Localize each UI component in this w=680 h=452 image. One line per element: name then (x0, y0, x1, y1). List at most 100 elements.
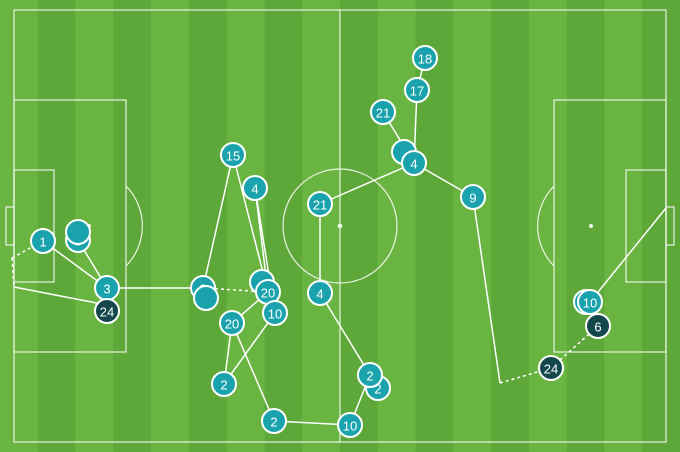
player-number: 2 (374, 382, 381, 397)
player-marker[interactable]: 4 (401, 150, 427, 176)
pitch-stripe (528, 0, 568, 452)
player-circle (193, 285, 219, 311)
player-number: 15 (226, 149, 240, 164)
player-number: 4 (410, 157, 417, 172)
player-marker[interactable]: 10 (262, 300, 288, 326)
player-number: 10 (343, 419, 357, 434)
player-marker[interactable]: 2 (357, 362, 383, 388)
player-circle (30, 228, 56, 254)
player-number: 3 (103, 282, 110, 297)
player-marker[interactable]: 18 (412, 45, 438, 71)
pass-line (202, 154, 234, 289)
pass-line (231, 322, 275, 422)
player-number: 6 (594, 320, 601, 335)
player-marker[interactable]: 2 (211, 371, 237, 397)
left-goal (5, 206, 15, 246)
pass-line (472, 196, 501, 384)
opponent-player-marker[interactable]: 6 (585, 313, 611, 339)
player-circle (337, 412, 363, 438)
player-circle (370, 99, 396, 125)
player-circle (65, 219, 91, 245)
opponent-player-marker[interactable]: 24 (538, 355, 564, 381)
player-number: 20 (225, 317, 239, 332)
player-circle (307, 191, 333, 217)
player-number: 21 (376, 106, 390, 121)
player-marker[interactable]: 17 (404, 77, 430, 103)
player-number: 1 (39, 235, 46, 250)
player-circle (577, 289, 603, 315)
player-circle (211, 371, 237, 397)
player-number: 10 (268, 307, 282, 322)
player-number: 20 (261, 286, 275, 301)
player-number: 24 (544, 362, 558, 377)
player-number: 24 (100, 305, 114, 320)
pass-line (319, 292, 371, 376)
dribble-line (550, 325, 599, 369)
pass-line (42, 240, 108, 289)
pass-line (319, 162, 415, 205)
player-number: 4 (251, 182, 258, 197)
player-circle (357, 362, 383, 388)
right-goal (665, 206, 675, 246)
player-number: 21 (313, 198, 327, 213)
player-circle (585, 313, 611, 339)
player-marker[interactable]: 20 (219, 310, 245, 336)
pitch-stripe (415, 0, 454, 452)
player-marker[interactable]: 21 (307, 191, 333, 217)
player-number: 18 (418, 52, 432, 67)
player-marker[interactable] (193, 285, 219, 311)
player-marker[interactable]: 1 (30, 228, 56, 254)
pitch-stripe (302, 0, 341, 452)
centre-spot (337, 223, 343, 229)
player-marker[interactable]: 20 (255, 279, 281, 305)
player-markers: 1332431542010202210224214211718924610 (30, 45, 611, 438)
left-penalty-arc (125, 185, 143, 267)
player-number: 2 (220, 378, 227, 393)
player-marker[interactable]: 15 (220, 142, 246, 168)
player-circle (220, 142, 246, 168)
player-marker[interactable] (65, 219, 91, 245)
pitch-stripe (491, 0, 530, 452)
player-circle (219, 310, 245, 336)
player-number: 2 (270, 415, 277, 430)
player-circle (412, 45, 438, 71)
player-circle (538, 355, 564, 381)
player-number: 10 (583, 296, 597, 311)
player-marker[interactable]: 3 (94, 275, 120, 301)
player-marker[interactable]: 2 (261, 408, 287, 434)
dribble-line (11, 257, 15, 288)
pass-line (223, 312, 276, 385)
right-penalty-spot (588, 223, 594, 229)
player-circle (242, 175, 268, 201)
player-marker[interactable]: 4 (242, 175, 268, 201)
player-circle (460, 184, 486, 210)
pitch-stripe (151, 0, 190, 452)
player-number: 2 (366, 369, 373, 384)
player-circle (261, 408, 287, 434)
player-marker[interactable]: 9 (460, 184, 486, 210)
player-circle (307, 280, 333, 306)
player-marker[interactable]: 10 (337, 412, 363, 438)
opponent-player-marker[interactable]: 24 (94, 298, 120, 324)
pitch-stripe (566, 0, 605, 452)
centre-circle (282, 168, 398, 284)
player-circle (404, 77, 430, 103)
player-number: 17 (410, 84, 424, 99)
player-number: 9 (469, 191, 476, 206)
player-circle (401, 150, 427, 176)
pitch-stripe (604, 0, 643, 452)
pass-line (589, 207, 667, 303)
player-number: 4 (316, 287, 323, 302)
player-marker[interactable]: 21 (370, 99, 396, 125)
right-penalty-arc (537, 185, 555, 267)
pitch-stripe (113, 0, 152, 452)
player-circle (262, 300, 288, 326)
pitch-stripe (453, 0, 492, 452)
player-circle (94, 298, 120, 324)
pass-line (13, 286, 108, 306)
player-marker[interactable]: 4 (307, 280, 333, 306)
pitch-markings (5, 9, 675, 443)
player-marker[interactable]: 10 (577, 289, 603, 315)
